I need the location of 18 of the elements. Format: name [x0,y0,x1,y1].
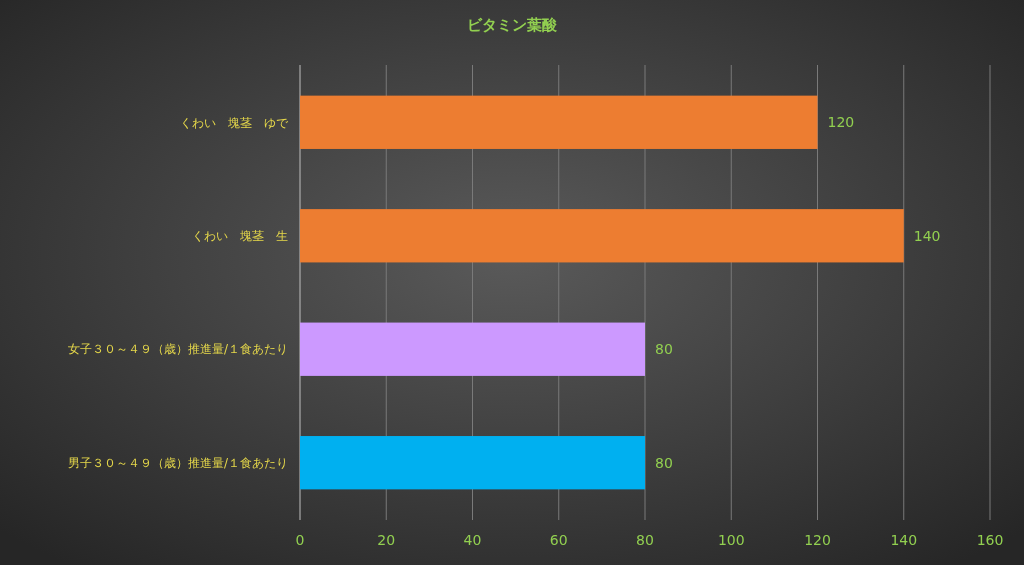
x-tick-label: 20 [377,532,396,548]
data-label: 140 [913,227,941,244]
y-tick-label: くわい 塊茎 生 [192,228,288,243]
x-tick-label: 160 [976,532,1004,548]
data-label: 120 [827,114,855,131]
data-label: 80 [655,341,673,358]
x-tick-label: 100 [717,532,745,548]
y-tick-label: 男子３０～４９（歳）推進量/１食あたり [67,455,288,470]
x-tick-label: 120 [804,532,831,548]
y-tick-label: くわい 塊茎 ゆで [180,115,289,130]
y-tick-label: 女子３０～４９（歳）推進量/１食あたり [67,342,288,357]
x-tick-label: 40 [463,532,482,548]
x-tick-label: 80 [636,532,654,548]
data-label: 80 [655,454,673,471]
x-tick-label: 140 [890,532,918,548]
x-tick-label: 60 [549,532,568,548]
chart-title: ビタミン葉酸 [467,16,558,34]
x-tick-label: 0 [295,532,305,548]
